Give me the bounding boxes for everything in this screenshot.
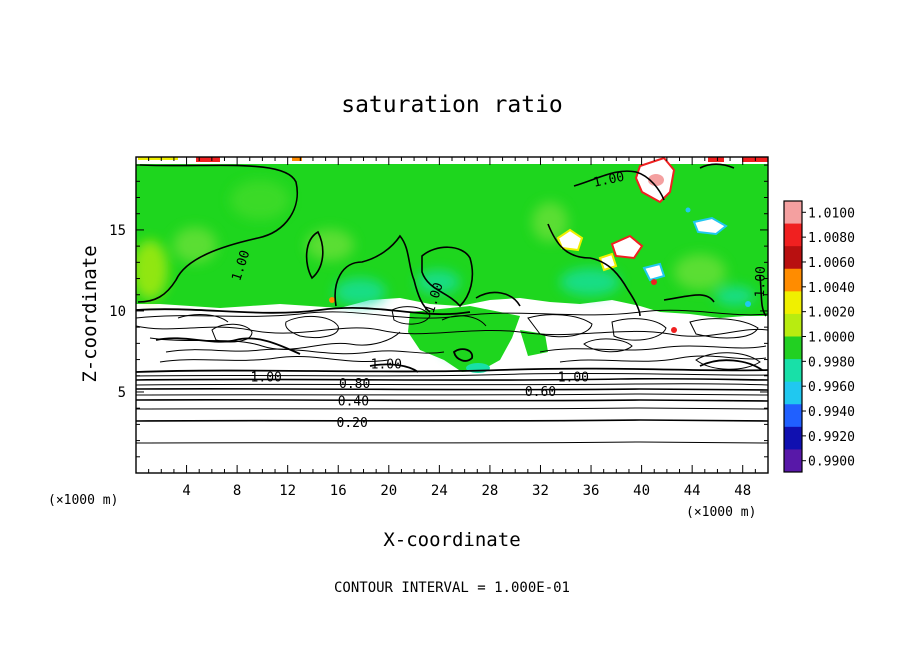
chart-title: saturation ratio <box>341 92 563 118</box>
x-unit-label: (×1000 m) <box>686 505 756 520</box>
contour-label-group: 0.20 <box>336 416 367 431</box>
contour-label: 0.60 <box>525 385 556 400</box>
colorbar-swatch <box>784 313 802 337</box>
x-tick-label: 24 <box>431 483 448 499</box>
contour-label: 1.00 <box>592 170 626 191</box>
x-tick-label: 20 <box>380 483 397 499</box>
x-tick-label: 28 <box>481 483 498 499</box>
colorbar-label: 0.9940 <box>808 405 855 420</box>
colorbar-label: 0.9960 <box>808 380 855 395</box>
upper-hole-4 <box>692 216 728 236</box>
contour-label: 1.00 <box>371 357 402 372</box>
x-tick-label: 16 <box>330 483 347 499</box>
top-fringe-2 <box>292 157 302 161</box>
x-tick-label: 36 <box>583 483 600 499</box>
upper-hole-5 <box>642 262 666 282</box>
y-tick-label: 15 <box>109 223 126 239</box>
colorbar-label: 1.0000 <box>808 331 855 346</box>
x-tick-label: 8 <box>233 483 241 499</box>
contour-interval-note: CONTOUR INTERVAL = 1.000E-01 <box>334 580 570 596</box>
x-tick-label: 12 <box>279 483 296 499</box>
colorbar-label: 0.9900 <box>808 455 855 470</box>
blue-dot-1 <box>745 301 751 307</box>
colorbar-label: 1.0040 <box>808 281 855 296</box>
x-axis-label: X-coordinate <box>383 529 520 551</box>
contour-label: 0.20 <box>336 416 367 431</box>
y-axis-label: Z-coordinate <box>79 245 101 382</box>
y-tick-label: 5 <box>118 385 126 401</box>
colorbar-swatch <box>784 404 802 428</box>
contour-horizontal <box>136 367 768 444</box>
top-fringe-3 <box>708 157 724 162</box>
mid-green-pocket-2 <box>520 330 548 356</box>
contour-label-group: 0.60 <box>525 385 556 400</box>
red-dot-1 <box>651 279 657 285</box>
contour-label-group: 1.00 <box>753 266 769 298</box>
contour-label-group: 1.00 <box>251 370 282 385</box>
red-dot-2 <box>671 327 677 333</box>
contour-label-group: 0.80 <box>339 377 370 392</box>
contour-label: 1.00 <box>753 266 769 298</box>
colorbar-swatch <box>784 426 802 450</box>
colorbar-label: 1.0020 <box>808 306 855 321</box>
contour-label-group: 1.00 <box>558 370 589 385</box>
top-fringe-1 <box>196 157 220 162</box>
contour-1.00-lower <box>136 307 763 373</box>
colorbar-swatch <box>784 291 802 315</box>
colorbar-swatch <box>784 336 802 360</box>
y-tick-labels: 5 10 15 <box>109 223 126 401</box>
colorbar-swatch <box>784 359 802 383</box>
mid-green-pocket <box>408 306 520 372</box>
contour-label-group: 1.00 <box>371 357 402 372</box>
colorbar-swatch <box>784 201 802 225</box>
field-variation <box>136 180 755 359</box>
colorbar-label: 1.0080 <box>808 231 855 246</box>
colorbar-label: 1.0100 <box>808 206 855 221</box>
top-fringe-5 <box>138 157 178 160</box>
y-tick-label: 10 <box>109 304 126 320</box>
axis-ticks <box>136 157 768 473</box>
contour-label: 0.40 <box>338 395 369 410</box>
colorbar-label: 0.9920 <box>808 430 855 445</box>
contour-label: 0.80 <box>339 377 370 392</box>
contour-label: 1.00 <box>558 370 589 385</box>
x-tick-label: 44 <box>684 483 701 499</box>
colorbar-swatch <box>784 268 802 292</box>
upper-hole-6 <box>598 252 618 272</box>
colorbar-swatch <box>784 246 802 270</box>
contour-label-group: 0.40 <box>338 395 369 410</box>
saturated-region <box>136 164 768 318</box>
x-tick-label: 32 <box>532 483 549 499</box>
x-tick-labels: 4 8 12 16 20 24 28 32 36 40 44 48 <box>182 483 751 499</box>
upper-hole-3 <box>610 234 644 260</box>
colorbar-label: 1.0060 <box>808 256 855 271</box>
x-tick-label: 40 <box>633 483 650 499</box>
colorbar-swatch <box>784 223 802 247</box>
z-unit-label: (×1000 m) <box>48 493 118 508</box>
contour-label: 1.00 <box>251 370 282 385</box>
colorbar-label: 0.9980 <box>808 355 855 370</box>
plot-area: 1.001.001.001.001.001.00 1.000.800.600.40… <box>136 157 769 473</box>
colorbar-swatch <box>784 381 802 405</box>
x-tick-label: 48 <box>734 483 751 499</box>
x-tick-label: 4 <box>182 483 190 499</box>
blue-dot-2 <box>685 207 691 213</box>
colorbar: 1.0100 1.0080 1.0060 1.0040 1.0020 1.0000 0.99… <box>783 200 855 473</box>
contour-1.00-upper <box>137 163 767 317</box>
contour-label-group: 1.00 <box>592 170 626 191</box>
colorbar-swatch <box>784 449 802 473</box>
red-dot-3 <box>329 297 335 303</box>
